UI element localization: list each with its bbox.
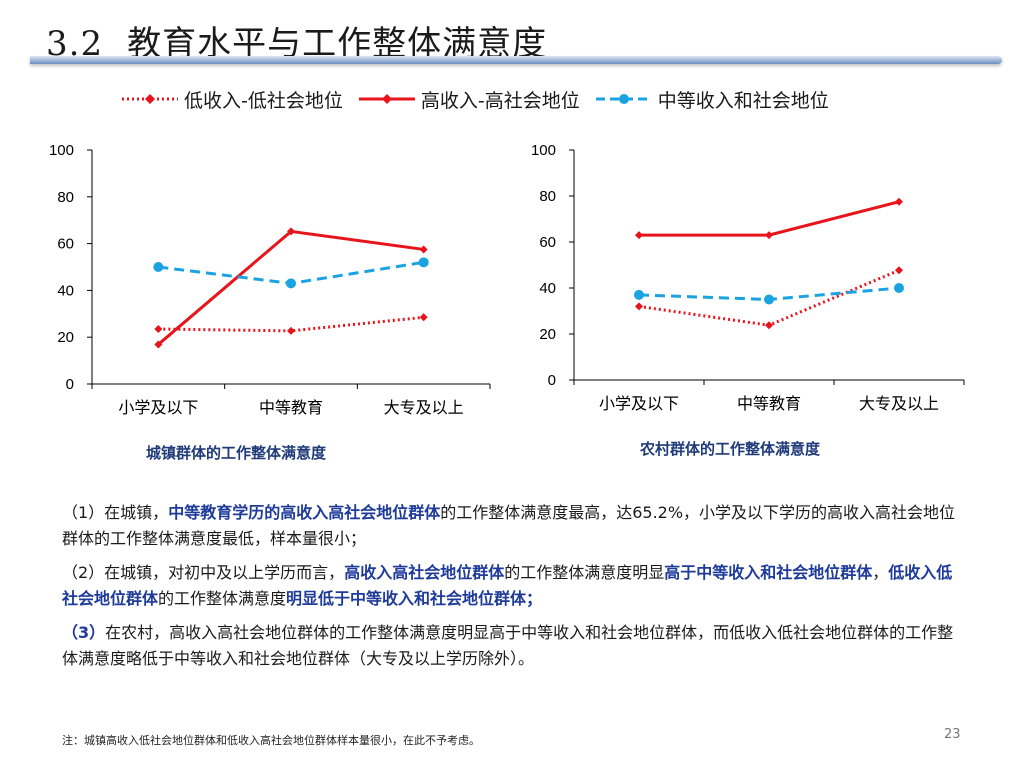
finding-2-highlight-2: 高于中等收入和社会地位群体	[664, 563, 873, 582]
finding-1: （1）在城镇，中等教育学历的高收入高社会地位群体的工作整体满意度最高，达65.2…	[62, 500, 962, 552]
rural-series-0-point	[895, 266, 903, 275]
urban-series-2-point	[153, 262, 164, 272]
urban-y-tick-label: 100	[49, 142, 74, 159]
charts-canvas: 0 20 40 60 80 100 小学及以下 中等教育 大专及以上 0 20 40 60 80 100 小学…	[49, 142, 965, 417]
rural-y-tick-label: 60	[539, 234, 556, 251]
chart-title-urban: 城镇群体的工作整体满意度	[146, 444, 327, 462]
finding-2: （2）在城镇，对初中及以上学历而言，高收入高社会地位群体的工作整体满意度明显高于…	[62, 560, 962, 612]
legend-label-mid: 中等收入和社会地位	[657, 89, 829, 112]
rural-y-tick-label: 0	[548, 372, 556, 389]
urban-x-tick-label: 中等教育	[259, 398, 323, 417]
rural-y-tick-label: 40	[539, 280, 556, 297]
urban-y-tick-label: 20	[57, 329, 74, 346]
finding-3-text: 在农村，高收入高社会地位群体的工作整体满意度明显高于中等收入和社会地位群体，而低…	[62, 623, 954, 668]
rural-series-2-point	[894, 283, 904, 293]
finding-2-highlight-4: 明显低于中等收入和社会地位群体；	[286, 589, 543, 608]
page-number: 23	[944, 727, 961, 742]
finding-2-text-2: ，	[872, 563, 889, 582]
urban-series-1-point	[419, 245, 428, 254]
legend-item-high: 高收入-高社会地位	[357, 86, 580, 113]
title-underline	[30, 56, 1002, 64]
legend-item-mid: 中等收入和社会地位	[594, 86, 829, 113]
urban-series-1-point	[154, 340, 163, 349]
urban-series-0-point	[154, 325, 163, 334]
rural-series-1-point	[635, 231, 643, 240]
rural-series-0-point	[765, 321, 773, 330]
finding-2-highlight-1: 高收入高社会地位群体	[344, 563, 505, 582]
rural-y-tick-label: 100	[531, 142, 556, 159]
urban-y-tick-label: 40	[57, 282, 74, 299]
finding-1-text: 的工作整体满意度最高，达65.2%，小学及以下学历的高收入高社会地位群体的工作整…	[62, 503, 956, 548]
urban-y-tick-label: 60	[57, 236, 74, 253]
rural-series-1-point	[895, 197, 903, 206]
urban-series-2-point	[286, 278, 296, 289]
rural-series-2-point	[634, 289, 644, 300]
rural-series-0-point	[635, 302, 643, 311]
legend-swatch-high-icon	[358, 94, 415, 104]
rural-y-tick-label: 80	[539, 188, 556, 205]
urban-x-tick-label: 小学及以下	[118, 398, 198, 417]
chart-title-rural: 农村群体的工作整体满意度	[640, 440, 821, 458]
rural-series-1-point	[765, 231, 773, 240]
rural-series-line-1	[639, 200, 900, 237]
urban-series-0-point	[287, 326, 295, 335]
chart-legend: 低收入-低社会地位 高收入-高社会地位 中等收入和社会地位	[120, 86, 843, 112]
findings-text: （1）在城镇，中等教育学历的高收入高社会地位群体的工作整体满意度最高，达65.2…	[62, 500, 962, 680]
finding-1-prefix: （1）在城镇，	[62, 503, 169, 522]
legend-item-low: 低收入-低社会地位	[120, 86, 343, 113]
rural-x-tick-label: 中等教育	[737, 394, 801, 413]
urban-series-2-point	[418, 257, 429, 268]
urban-series-line-0	[158, 315, 424, 333]
legend-label-high: 高收入-高社会地位	[420, 89, 580, 112]
finding-1-highlight: 中等教育学历的高收入高社会地位群体	[168, 503, 441, 522]
urban-x-tick-label: 大专及以上	[384, 398, 464, 417]
finding-3: （3）在农村，高收入高社会地位群体的工作整体满意度明显高于中等收入和社会地位群体…	[62, 620, 962, 672]
legend-label-low: 低收入-低社会地位	[184, 89, 343, 112]
legend-swatch-low-icon	[122, 94, 178, 104]
urban-series-0-point	[419, 313, 428, 322]
footnote: 注：城镇高收入低社会地位群体和低收入高社会地位群体样本量很小，在此不予考虑。	[62, 734, 480, 747]
finding-2-text-1: 的工作整体满意度明显	[504, 563, 665, 582]
finding-2-text-3: 的工作整体满意度	[158, 589, 287, 608]
rural-series-2-point	[764, 294, 774, 305]
finding-2-prefix: （2）在城镇，对初中及以上学历而言，	[62, 563, 345, 582]
urban-y-tick-label: 0	[66, 376, 74, 393]
urban-series-1-point	[287, 227, 295, 236]
rural-x-tick-label: 大专及以上	[859, 394, 939, 413]
legend-swatch-mid-icon	[595, 94, 652, 104]
finding-2-highlight-3: 低收入低社会地位群体	[62, 563, 953, 608]
urban-y-tick-label: 80	[57, 189, 74, 206]
rural-y-tick-label: 20	[539, 326, 556, 343]
rural-x-tick-label: 小学及以下	[599, 394, 679, 413]
finding-3-prefix: （3）	[62, 623, 106, 642]
